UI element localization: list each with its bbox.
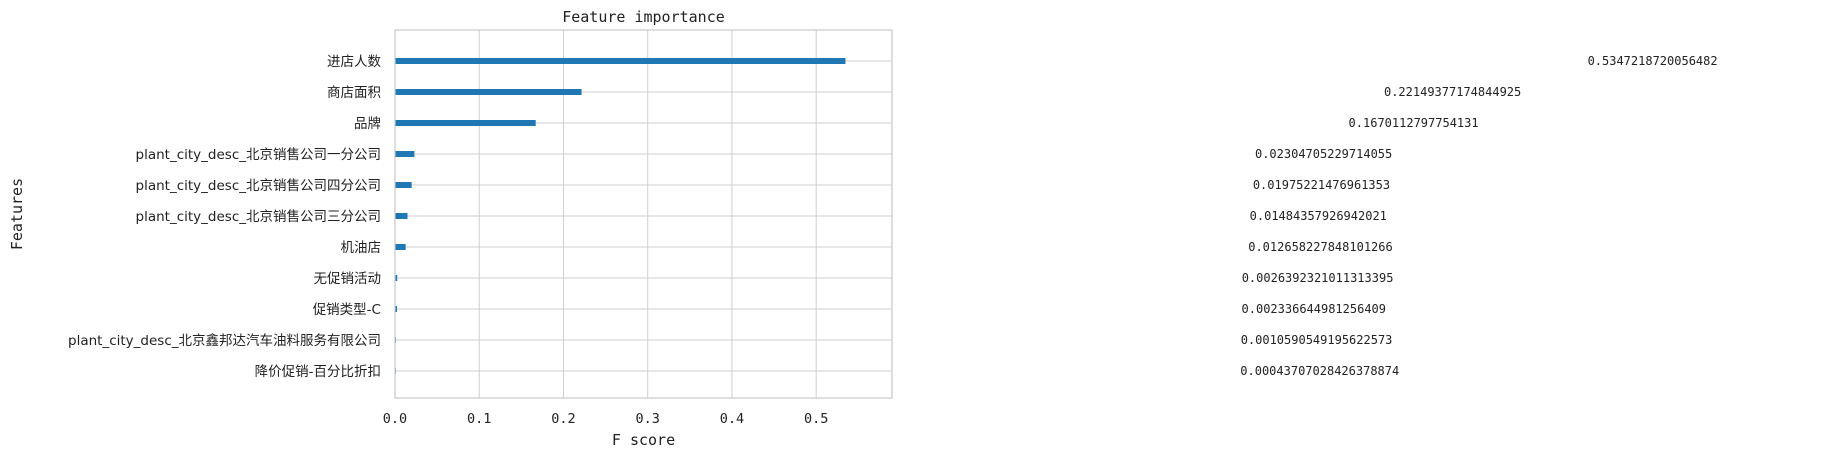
value-label: 0.02304705229714055 [1255, 147, 1392, 161]
plot-frame [394, 29, 893, 399]
y-tick-label: plant_city_desc_北京鑫邦达汽车油料服务有限公司 [68, 332, 381, 349]
x-axis-label: F score [612, 431, 675, 449]
value-label: 0.1670112797754131 [1349, 116, 1479, 130]
x-tick-label: 0.5 [804, 411, 828, 427]
feature-bar [395, 182, 412, 188]
feature-bar [395, 151, 415, 157]
y-tick-label: 品牌 [354, 115, 381, 132]
value-label: 0.01975221476961353 [1253, 178, 1390, 192]
y-tick-label: 无促销活动 [314, 271, 382, 287]
y-axis-label: Features [8, 178, 26, 250]
feature-bar [395, 120, 536, 126]
value-label: 0.002336644981256409 [1242, 302, 1387, 316]
chart-title: Feature importance [562, 8, 725, 26]
feature-bar [395, 89, 582, 95]
value-label: 0.0026392321011313395 [1242, 271, 1394, 285]
y-tick-label: 进店人数 [327, 54, 381, 70]
y-tick-label: 促销类型-C [313, 302, 381, 318]
value-label: 0.00043707028426378874 [1240, 364, 1399, 378]
x-tick-label: 0.3 [636, 411, 660, 427]
feature-bar [395, 275, 398, 281]
y-tick-label: 降价促销-百分比折扣 [255, 364, 381, 380]
value-label: 0.5347218720056482 [1588, 54, 1718, 68]
feature-bar [395, 244, 406, 250]
value-label: 0.012658227848101266 [1248, 240, 1393, 254]
x-tick-label: 0.0 [383, 411, 407, 427]
x-tick-label: 0.4 [720, 411, 744, 427]
y-tick-label: 商店面积 [327, 85, 381, 101]
x-tick-labels: 0.0 0.1 0.2 0.3 0.4 0.5 [383, 411, 829, 427]
feature-bar [395, 58, 846, 64]
grid-layer [394, 30, 892, 398]
y-tick-label: plant_city_desc_北京销售公司三分公司 [136, 209, 381, 225]
value-label: 0.0010590549195622573 [1241, 333, 1393, 347]
y-tick-label: plant_city_desc_北京销售公司四分公司 [136, 178, 381, 194]
value-labels: 0.5347218720056482 0.22149377174844925 0.1… [1240, 54, 1717, 378]
x-tick-label: 0.1 [467, 411, 491, 427]
y-tick-label: plant_city_desc_北京销售公司一分公司 [136, 147, 381, 163]
feature-bar [395, 213, 408, 219]
x-tick-label: 0.2 [551, 411, 575, 427]
feature-bar [395, 306, 397, 312]
value-label: 0.01484357926942021 [1250, 209, 1387, 223]
y-tick-label: 机油店 [341, 240, 382, 256]
value-label: 0.22149377174844925 [1384, 85, 1521, 99]
